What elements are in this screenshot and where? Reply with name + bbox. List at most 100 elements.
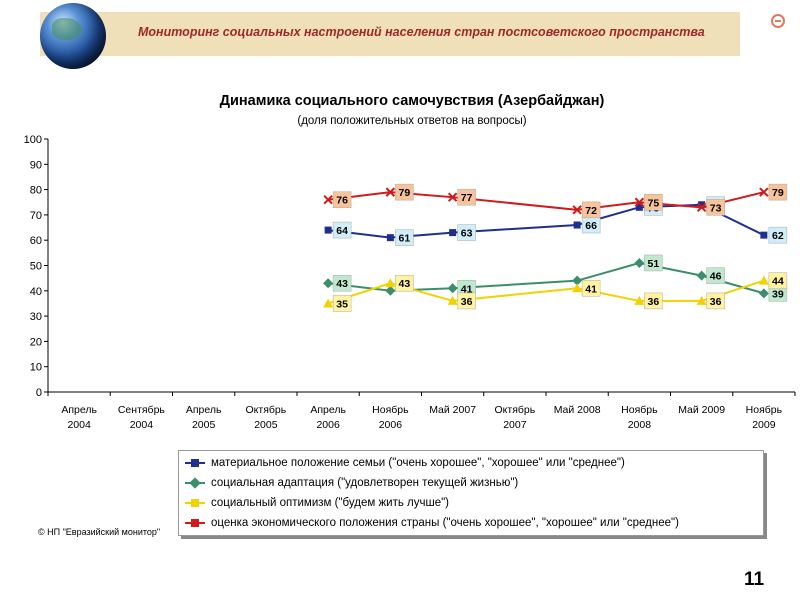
data-point	[572, 275, 583, 286]
data-point	[447, 295, 458, 305]
data-label-box	[395, 229, 414, 246]
y-tick-label: 30	[30, 311, 42, 323]
data-label: 75	[648, 197, 660, 209]
y-tick-label: 20	[30, 336, 42, 348]
data-point	[635, 203, 643, 211]
legend-label: социальная адаптация ("удовлетворен теку…	[211, 477, 519, 489]
legend-marker	[191, 459, 199, 467]
data-label-box	[644, 254, 663, 272]
data-label: 41	[461, 283, 473, 295]
y-tick-label: 100	[24, 134, 42, 146]
data-label-box	[768, 226, 788, 244]
data-label-box	[332, 191, 352, 208]
data-point	[572, 283, 583, 293]
data-label: 63	[461, 228, 473, 240]
x-tick-label: Май 2007	[429, 404, 476, 416]
data-label-box	[457, 188, 476, 206]
data-label: 41	[585, 283, 597, 295]
data-label: 39	[772, 288, 784, 300]
data-point	[324, 226, 332, 234]
data-point	[449, 229, 457, 237]
data-label-box	[457, 292, 476, 310]
legend-marker	[191, 519, 199, 527]
globe-land-shape	[52, 18, 82, 40]
data-label-box	[332, 221, 352, 239]
x-tick-label: Май 2009	[678, 404, 725, 416]
legend-marker	[189, 477, 201, 489]
data-label-box	[706, 267, 725, 284]
data-label: 43	[336, 278, 348, 290]
data-point	[573, 221, 581, 229]
y-tick-label: 10	[30, 362, 42, 374]
data-label: 36	[461, 296, 473, 308]
data-label-box	[581, 201, 601, 219]
legend-swatch	[185, 519, 205, 527]
data-point	[634, 257, 645, 268]
legend-item: оценка экономического положения страны (…	[185, 514, 679, 532]
data-labels-group: 6461636673746243415146393543364136364476…	[332, 183, 788, 312]
x-tick-label: Апрель 2005	[186, 404, 222, 431]
series-group	[323, 187, 769, 308]
data-point	[447, 283, 458, 294]
data-label-box	[768, 272, 788, 289]
data-label-box	[332, 295, 352, 312]
legend-item: социальная адаптация ("удовлетворен теку…	[185, 474, 518, 492]
data-label: 44	[772, 276, 784, 288]
legend-label: оценка экономического положения страны (…	[211, 517, 679, 529]
x-tick-label: Октябрь 2005	[246, 404, 287, 431]
y-tick-label: 70	[30, 210, 42, 222]
data-label-box	[644, 292, 663, 310]
data-point	[696, 202, 707, 213]
data-label: 66	[585, 220, 597, 232]
data-label-box	[706, 199, 725, 216]
data-label: 77	[461, 192, 473, 204]
data-label: 36	[710, 296, 722, 308]
data-point	[385, 187, 396, 197]
header-title: Мониторинг социальных настроений населен…	[138, 25, 705, 39]
data-label-box	[395, 274, 414, 292]
data-label: 43	[399, 278, 411, 290]
chart: Динамика социального самочувствия (Азерб…	[24, 93, 796, 431]
data-label: 79	[399, 187, 411, 199]
data-label: 51	[648, 258, 660, 270]
data-label-box	[706, 292, 725, 310]
data-point	[696, 270, 707, 281]
data-point	[323, 298, 334, 308]
legend-marker	[191, 499, 199, 507]
data-point	[758, 275, 769, 285]
chart-subtitle: (доля положительных ответов на вопросы)	[297, 115, 526, 127]
minus-circle-icon[interactable]	[771, 14, 785, 28]
data-label: 79	[772, 187, 784, 199]
y-tick-label: 90	[30, 159, 42, 171]
x-tick-label: Ноябрь 2009	[746, 404, 783, 431]
page-number: 11	[744, 569, 765, 590]
y-tick-label: 50	[30, 261, 42, 273]
header-band	[40, 12, 740, 56]
copyright-text: © НП "Евразийский монитор"	[38, 527, 161, 537]
data-point	[760, 231, 768, 239]
data-point	[759, 187, 769, 197]
data-label: 64	[336, 225, 348, 237]
data-point	[386, 234, 394, 242]
x-tick-label: Май 2008	[554, 404, 601, 416]
legend-item: социальный оптимизм ("будем жить лучше")	[185, 494, 449, 512]
data-point	[758, 288, 769, 299]
data-point	[634, 295, 645, 305]
data-point	[385, 285, 396, 296]
x-tick-label: Октябрь 2007	[495, 404, 536, 431]
data-label: 76	[336, 195, 348, 207]
legend-label: социальный оптимизм ("будем жить лучше")	[211, 497, 450, 509]
data-label: 73	[710, 202, 722, 214]
data-label-box	[457, 224, 476, 241]
data-label-box	[768, 183, 788, 201]
data-label-box	[644, 194, 663, 211]
x-tick-label: Апрель 2004	[61, 404, 97, 431]
y-tick-label: 0	[36, 387, 42, 399]
x-tick-label: Ноябрь 2008	[621, 404, 658, 431]
series-line	[328, 261, 765, 295]
y-tick-label: 60	[30, 235, 42, 247]
data-point	[696, 295, 707, 305]
data-point	[447, 192, 458, 202]
data-point	[323, 195, 333, 205]
x-tick-label: Ноябрь 2006	[372, 404, 409, 431]
